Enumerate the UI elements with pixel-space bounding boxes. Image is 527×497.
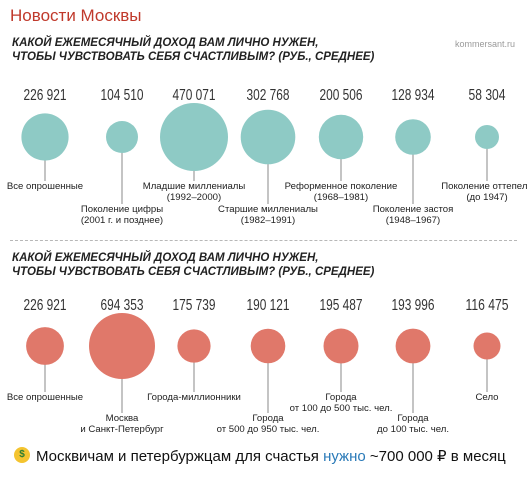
chart-divider [10, 240, 517, 241]
chart-settlements: КАКОЙ ЕЖЕМЕСЯЧНЫЙ ДОХОД ВАМ ЛИЧНО НУЖЕН,… [0, 243, 527, 439]
value-label: 226 921 [24, 87, 67, 104]
category-label: (1968–1981) [314, 192, 368, 203]
category-label: до 100 тыс. чел. [377, 424, 449, 435]
bubble [89, 313, 155, 379]
category-label: Москва [106, 413, 139, 424]
category-label: Поколение застоя [373, 204, 454, 215]
category-label: и Санкт-Петербург [80, 424, 164, 435]
value-label: 104 510 [101, 87, 144, 104]
value-label: 58 304 [469, 87, 506, 104]
caption-link[interactable]: нужно [323, 448, 366, 465]
value-label: 128 934 [392, 87, 435, 104]
bubble [250, 328, 286, 364]
bubble [21, 113, 69, 161]
category-label: Реформенное поколение [285, 181, 398, 192]
value-label: 190 121 [247, 297, 290, 314]
caption-text-end: ~700 000 ₽ в месяц [365, 448, 506, 465]
bubble [473, 332, 501, 360]
value-label: 694 353 [101, 297, 144, 314]
chart-source: kommersant.ru [455, 39, 515, 49]
bubble [318, 114, 364, 160]
value-label: 226 921 [24, 297, 67, 314]
category-label: Поколение цифры [81, 204, 163, 215]
post-caption: Москвичам и петербуржцам для счастья нуж… [14, 447, 519, 467]
chart-title-line: ЧТОБЫ ЧУВСТВОВАТЬ СЕБЯ СЧАСТЛИВЫМ? (РУБ.… [12, 51, 375, 63]
bubble [177, 329, 211, 363]
value-label: 195 487 [320, 297, 363, 314]
chart-title-line: ЧТОБЫ ЧУВСТВОВАТЬ СЕБЯ СЧАСТЛИВЫМ? (РУБ.… [12, 266, 375, 278]
category-label: (до 1947) [466, 192, 507, 203]
chart-title-line: КАКОЙ ЕЖЕМЕСЯЧНЫЙ ДОХОД ВАМ ЛИЧНО НУЖЕН, [12, 36, 318, 49]
value-label: 200 506 [320, 87, 363, 104]
category-label: от 100 до 500 тыс. чел. [290, 403, 393, 414]
bubble [323, 328, 359, 364]
value-label: 175 739 [173, 297, 216, 314]
category-label: Все опрошенные [7, 392, 83, 403]
category-label: (1992–2000) [167, 192, 221, 203]
chart-title-line: КАКОЙ ЕЖЕМЕСЯЧНЫЙ ДОХОД ВАМ ЛИЧНО НУЖЕН, [12, 251, 318, 264]
category-label: Село [476, 392, 499, 403]
chart-generations-svg: КАКОЙ ЕЖЕМЕСЯЧНЫЙ ДОХОД ВАМ ЛИЧНО НУЖЕН,… [7, 36, 527, 226]
category-label: Старшие миллениалы [218, 204, 318, 215]
chart-generations: КАКОЙ ЕЖЕМЕСЯЧНЫЙ ДОХОД ВАМ ЛИЧНО НУЖЕН,… [0, 28, 527, 240]
category-label: Города [325, 392, 357, 403]
category-label: (1948–1967) [386, 215, 440, 226]
category-label: от 500 до 950 тыс. чел. [217, 424, 320, 435]
bubble [475, 125, 499, 149]
value-label: 193 996 [392, 297, 435, 314]
channel-title[interactable]: Новости Москвы [10, 6, 142, 25]
value-label: 116 475 [466, 297, 509, 314]
bubble [240, 109, 296, 165]
category-label: Все опрошенные [7, 181, 83, 192]
category-label: Города-миллионники [147, 392, 241, 403]
bubble [26, 327, 64, 365]
bubble [395, 328, 431, 364]
category-label: (1982–1991) [241, 215, 295, 226]
bubble [106, 121, 138, 153]
caption-text-start: Москвичам и петербуржцам для счастья [36, 448, 324, 465]
value-label: 470 071 [173, 87, 216, 104]
category-label: Города [252, 413, 284, 424]
value-label: 302 768 [247, 87, 290, 104]
money-mouth-face-icon [14, 447, 30, 463]
category-label: Города [397, 413, 429, 424]
category-label: Поколение оттепели [441, 181, 527, 192]
category-label: Младшие миллениалы [143, 181, 246, 192]
bubble [395, 119, 431, 155]
category-label: (2001 г. и позднее) [81, 215, 163, 226]
bubble [160, 103, 228, 171]
chart-settlements-svg: КАКОЙ ЕЖЕМЕСЯЧНЫЙ ДОХОД ВАМ ЛИЧНО НУЖЕН,… [7, 251, 509, 435]
